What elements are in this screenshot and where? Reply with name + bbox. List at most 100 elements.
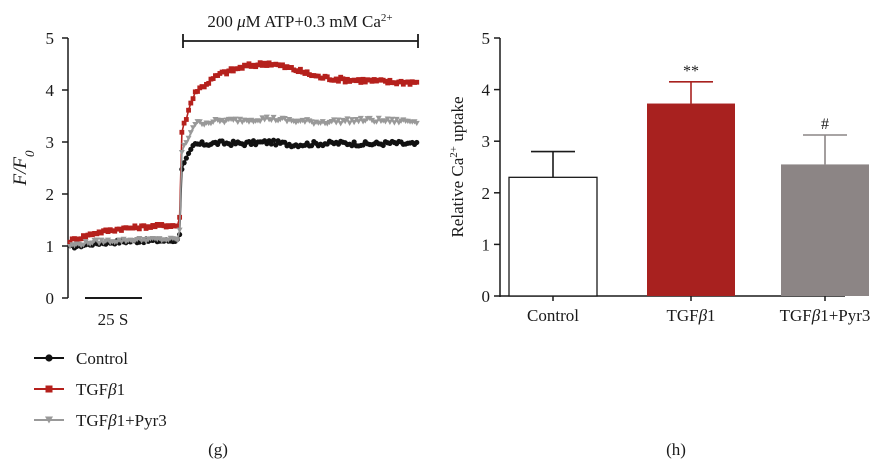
data-point [178,149,185,156]
data-point [78,236,84,242]
data-point [273,142,279,148]
series-tgf-1 [67,60,420,245]
data-point [414,79,420,85]
x-tick-label: TGFβ1+Pyr3 [780,306,871,325]
data-point [239,65,245,71]
data-point [206,80,212,86]
data-point [93,237,100,243]
data-point [333,120,340,126]
data-point [187,130,194,136]
y-tick-label: 2 [46,185,55,204]
data-point [407,81,413,87]
significance-marker: # [821,116,829,133]
data-point [176,227,183,233]
legend-marker [45,385,53,393]
data-point [190,96,196,102]
data-point [346,120,353,126]
y-tick-label: 5 [482,29,491,48]
x-tick-label: TGFβ1 [666,306,715,325]
stimulus-label: 200 μM ATP+0.3 mM Ca2+ [207,12,392,31]
data-point [280,62,285,68]
data-point [304,69,310,75]
x-tick-label: Control [527,306,579,325]
data-point [186,107,191,113]
series-tgf-1-pyr3 [67,114,420,250]
y-tick-label: 1 [46,237,55,256]
significance-marker: ** [683,63,699,80]
y-tick-label: 1 [482,235,491,254]
data-point [119,228,124,233]
y-tick-label: 4 [46,81,55,100]
data-point [183,117,189,122]
data-point [179,129,185,135]
data-point [195,89,200,94]
data-point [330,117,337,123]
data-point [385,80,391,86]
data-point [398,78,404,84]
data-point [384,116,391,122]
panel-h: 0 1 2 3 4 5 Relative Ca2+ uptake Control ** TGFβ1… [448,29,870,459]
data-point [389,116,396,122]
data-point [185,150,192,157]
data-point [183,140,190,146]
data-point [210,76,216,81]
data-point [201,84,207,90]
data-point [281,115,288,122]
y-tick-label: 2 [482,184,491,203]
data-point [337,121,344,127]
scale-bar-label: 25 S [98,310,129,329]
data-point [80,242,87,248]
data-point [380,142,386,149]
y-tick-label: 5 [46,29,55,48]
data-point [224,71,229,77]
data-point [405,79,411,85]
data-point [181,120,187,126]
data-point [342,79,348,85]
data-point [237,116,244,123]
data-point [309,143,315,149]
bar [781,164,869,296]
legend-item: TGFβ1+Pyr3 [34,411,167,430]
data-point [228,142,234,149]
legend-label: TGFβ1+Pyr3 [76,411,167,430]
y-tick-label: 0 [482,287,491,306]
data-point [373,119,380,125]
y-tick-label: 3 [482,132,491,151]
y-tick-label: 3 [46,133,55,152]
legend-label: TGFβ1 [76,380,125,399]
data-point [386,119,393,125]
legend-label: Control [76,349,128,368]
data-point [190,125,197,131]
panel-label: (h) [666,440,686,459]
data-point [174,223,180,229]
legend-item: TGFβ1 [34,380,125,399]
data-point [360,76,366,82]
data-point [185,135,192,142]
legend-item: Control [34,349,128,368]
data-point [246,61,252,67]
data-point [358,80,364,85]
data-point [391,120,398,126]
data-point [257,60,263,66]
data-point [257,118,264,125]
data-point [141,223,147,229]
data-point [181,160,187,166]
data-point [351,119,358,126]
data-point [324,74,330,80]
panel-label: (g) [208,440,228,459]
y-axis-label: F/F0 [10,150,37,187]
data-point [298,66,303,72]
data-point [136,226,142,232]
data-point [336,78,341,84]
data-point [234,119,241,126]
data-point [356,77,361,82]
data-point [270,137,277,143]
data-point [357,115,364,122]
y-tick-label: 4 [482,81,491,100]
data-point [348,117,355,123]
data-point [188,146,194,152]
data-point [393,116,400,123]
data-point [344,116,351,122]
data-point [342,119,349,125]
